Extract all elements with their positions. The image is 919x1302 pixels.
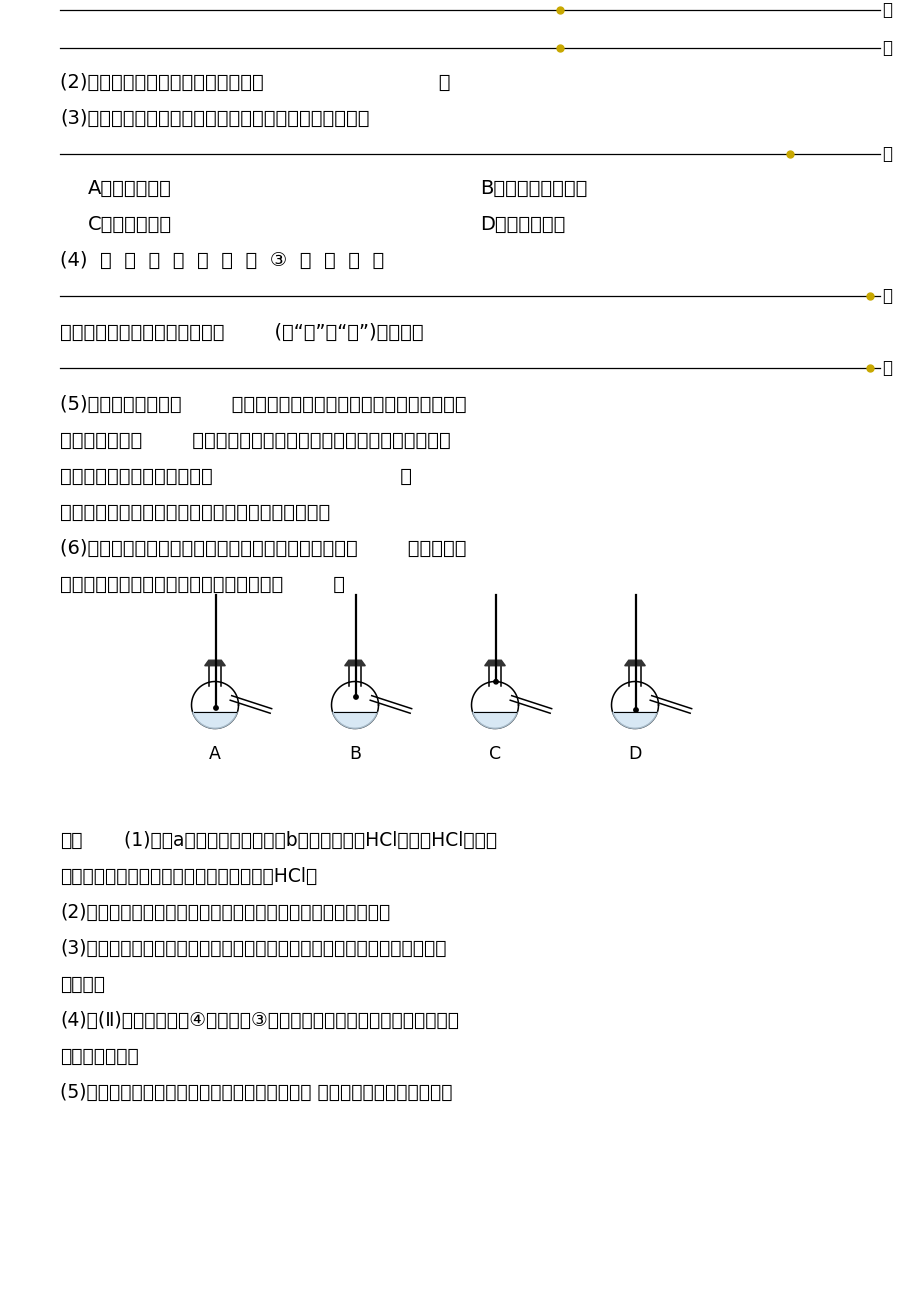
Text: D．副产物增多: D．副产物增多 [480, 215, 565, 233]
Polygon shape [612, 712, 656, 729]
Text: 层。分离上下层液体时，应先                              ，: 层。分离上下层液体时，应先 ， [60, 466, 412, 486]
Text: 。: 。 [881, 145, 891, 163]
Text: B: B [348, 745, 360, 763]
Circle shape [633, 708, 638, 712]
Polygon shape [333, 712, 377, 729]
Text: 解析: 解析 [60, 831, 83, 849]
Circle shape [354, 695, 357, 699]
Text: 。: 。 [881, 1, 891, 20]
Text: 物增多。: 物增多。 [60, 974, 105, 993]
Text: B．液体太多攄不动: B．液体太多攄不动 [480, 178, 586, 198]
Text: 。: 。 [881, 359, 891, 378]
Text: A．反应太剧烈: A．反应太剧烈 [88, 178, 172, 198]
Text: (4)  分  离  与  提  纯  操  作  ③  的  目  的  是: (4) 分 离 与 提 纯 操 作 ③ 的 目 的 是 [60, 250, 384, 270]
Circle shape [494, 680, 498, 684]
Text: (2)三氯化铝和乙酸酸遇水都容易发生水解，所以要求无水操作。: (2)三氯化铝和乙酸酸遇水都容易发生水解，所以要求无水操作。 [60, 902, 390, 922]
Text: D: D [628, 745, 641, 763]
Text: C．反应变缓慢: C．反应变缓慢 [88, 215, 172, 233]
Text: (5)明确分液漏斗的使用方法，本题不难得出答案 分液漏斗使用前要先检漏，: (5)明确分液漏斗的使用方法，本题不难得出答案 分液漏斗使用前要先检漏， [60, 1082, 452, 1101]
Text: 致收集到的产品中混有低永点杂质的装置是        。: 致收集到的产品中混有低永点杂质的装置是 。 [60, 574, 345, 594]
Text: 然后打开活塞放出下层液体，上层液体从上口倒出。: 然后打开活塞放出下层液体，上层液体从上口倒出。 [60, 503, 330, 522]
Text: 。: 。 [881, 39, 891, 57]
Text: 来以减少损失。: 来以减少损失。 [60, 1047, 139, 1065]
Text: C: C [488, 745, 501, 763]
Text: (3)将混合液一次性倒入三颈瓶，可能导致温度过高，反应太剧烈，同时副产: (3)将混合液一次性倒入三颈瓶，可能导致温度过高，反应太剧烈，同时副产 [60, 939, 446, 957]
Text: (5)分液漏斗使用前须        并洗净备用。葄取时，先后加入待葄取液和葄: (5)分液漏斗使用前须 并洗净备用。葄取时，先后加入待葄取液和葄 [60, 395, 466, 414]
Text: A: A [209, 745, 221, 763]
Polygon shape [472, 712, 516, 729]
Text: 取剂，经振摇并        后，将分液漏斗置于铁架台的铁圈上静置片刻，分: 取剂，经振摇并 后，将分液漏斗置于铁架台的铁圈上静置片刻，分 [60, 431, 450, 449]
Text: (6)粗产品蕉馏提纯时，下列装置中温度计位置正确的是        ，可能会导: (6)粗产品蕉馏提纯时，下列装置中温度计位置正确的是 ，可能会导 [60, 539, 466, 557]
Text: 该操作中是否可改用乙醇葄取？        (填“是”或“否”)，原因是: 该操作中是否可改用乙醇葄取？ (填“是”或“否”)，原因是 [60, 323, 423, 341]
Polygon shape [193, 712, 237, 729]
Text: (4)由(Ⅱ)分离提纯步骤④可知步骤③的目的是将溶解在水中的苯乙酮提取出: (4)由(Ⅱ)分离提纯步骤④可知步骤③的目的是将溶解在水中的苯乙酮提取出 [60, 1010, 459, 1030]
Text: 于水，为了防止倒吸，用倒扣的漏斗来吸收HCl。: 于水，为了防止倒吸，用倒扣的漏斗来吸收HCl。 [60, 867, 317, 885]
Text: (1)件器a是球形干燥管，装置b的作用是吸收HCl，因为HCl极易溶: (1)件器a是球形干燥管，装置b的作用是吸收HCl，因为HCl极易溶 [112, 831, 496, 849]
Circle shape [213, 706, 218, 710]
Polygon shape [484, 660, 505, 665]
Polygon shape [204, 660, 225, 665]
Polygon shape [345, 660, 365, 665]
Text: (2)合成过程中要求无水操作，理由是                            。: (2)合成过程中要求无水操作，理由是 。 [60, 73, 450, 91]
Text: 。: 。 [881, 286, 891, 305]
Polygon shape [624, 660, 644, 665]
Text: (3)若将乙酸酸和苯的混合液一次性倒入三颈瓶，可能导致: (3)若将乙酸酸和苯的混合液一次性倒入三颈瓶，可能导致 [60, 108, 369, 128]
